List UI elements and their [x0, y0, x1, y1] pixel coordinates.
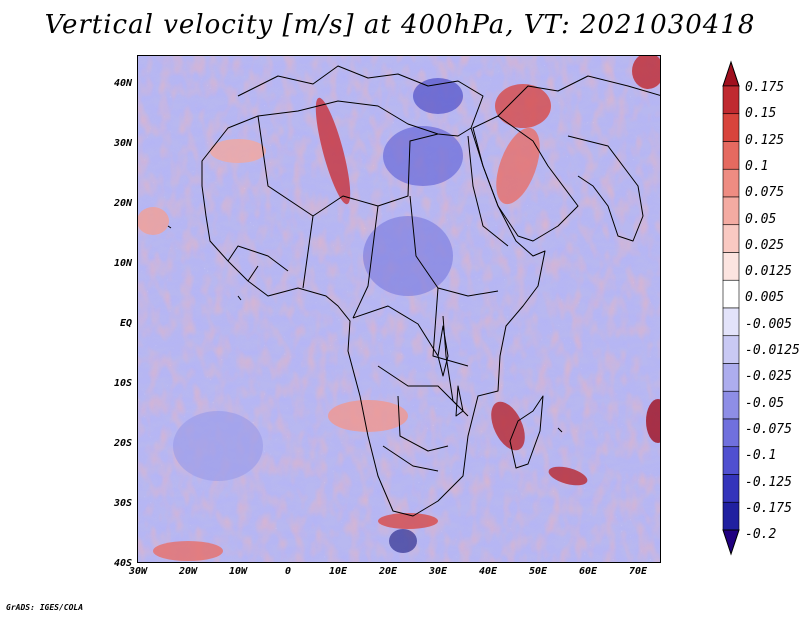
longitude-label: 30W [128, 566, 148, 577]
colorbar-level-label: 0.15 [745, 106, 777, 122]
map-title: Vertical velocity [m/s] at 400hPa, VT: 2… [44, 10, 756, 40]
colorbar-bottom-arrow [722, 529, 740, 556]
coastlines-and-borders [167, 65, 660, 517]
longitude-label: 20W [178, 566, 198, 577]
colorbar-segment [722, 335, 740, 364]
colorbar-level-label: 0.175 [745, 80, 785, 95]
map-panel [137, 55, 661, 563]
colorbar-segment [722, 252, 740, 281]
colorbar-segment [722, 418, 740, 448]
velocity-field-map [138, 56, 660, 562]
longitude-label: 70E [628, 566, 648, 577]
latitude-label: 40S [113, 558, 132, 569]
colorbar-level-label: -0.175 [745, 500, 792, 516]
colorbar-segment [722, 196, 740, 226]
colorbar-segment [722, 279, 740, 309]
longitude-label: 0 [284, 566, 292, 577]
latitude-label: 10S [113, 378, 132, 389]
colorbar-level-label: 0.05 [745, 211, 777, 227]
colorbar-segment [722, 446, 740, 475]
colorbar-level-label: 0.075 [745, 185, 785, 201]
latitude-label: 40N [113, 78, 132, 89]
colorbar-level-label: -0.075 [745, 421, 792, 437]
colorbar-segment [722, 85, 740, 115]
colorbar-level-label: -0.1 [745, 448, 777, 464]
longitude-label: 20E [378, 566, 398, 577]
colorbar-level-label: -0.2 [745, 527, 777, 543]
colorbar-level-label: 0.005 [745, 290, 785, 306]
latitude-label: 20S [113, 438, 132, 449]
longitude-label: 30E [428, 566, 448, 577]
longitude-label: 50E [528, 566, 548, 577]
latitude-label: 10N [113, 258, 132, 269]
updraft-features [138, 56, 660, 561]
longitude-label: 40E [478, 566, 498, 577]
longitude-label: 10W [228, 566, 248, 577]
longitude-label: 10E [328, 566, 348, 577]
colorbar-top-arrow [722, 60, 740, 87]
downdraft-features [173, 78, 463, 553]
colorbar-level-label: 0.025 [745, 237, 785, 253]
latitude-label: 20N [113, 198, 132, 209]
latitude-label: 30N [113, 138, 132, 149]
colorbar-level-label: 0.0125 [745, 264, 792, 280]
colorbar-segment [722, 307, 740, 337]
latitude-label: EQ [119, 318, 132, 329]
colorbar-level-label: 0.125 [745, 132, 785, 148]
colorbar-level-label: 0.1 [745, 158, 769, 174]
colorbar-level-label: -0.025 [745, 369, 792, 385]
latitude-label: 30S [113, 498, 132, 509]
colorbar-segment [722, 501, 740, 531]
credit-text: GrADS: IGES/COLA [6, 603, 84, 612]
colorbar [722, 60, 740, 556]
longitude-label: 60E [578, 566, 598, 577]
colorbar-segment [722, 224, 740, 253]
colorbar-segment [722, 363, 740, 392]
colorbar-level-label: -0.05 [745, 395, 785, 411]
colorbar-segment [722, 390, 740, 420]
colorbar-segment [722, 113, 740, 142]
colorbar-segment [722, 474, 740, 503]
colorbar-segment [722, 141, 740, 170]
colorbar-level-label: -0.125 [745, 474, 792, 490]
colorbar-level-label: -0.0125 [745, 343, 800, 358]
colorbar-level-label: -0.005 [745, 316, 792, 332]
colorbar-segment [722, 168, 740, 198]
